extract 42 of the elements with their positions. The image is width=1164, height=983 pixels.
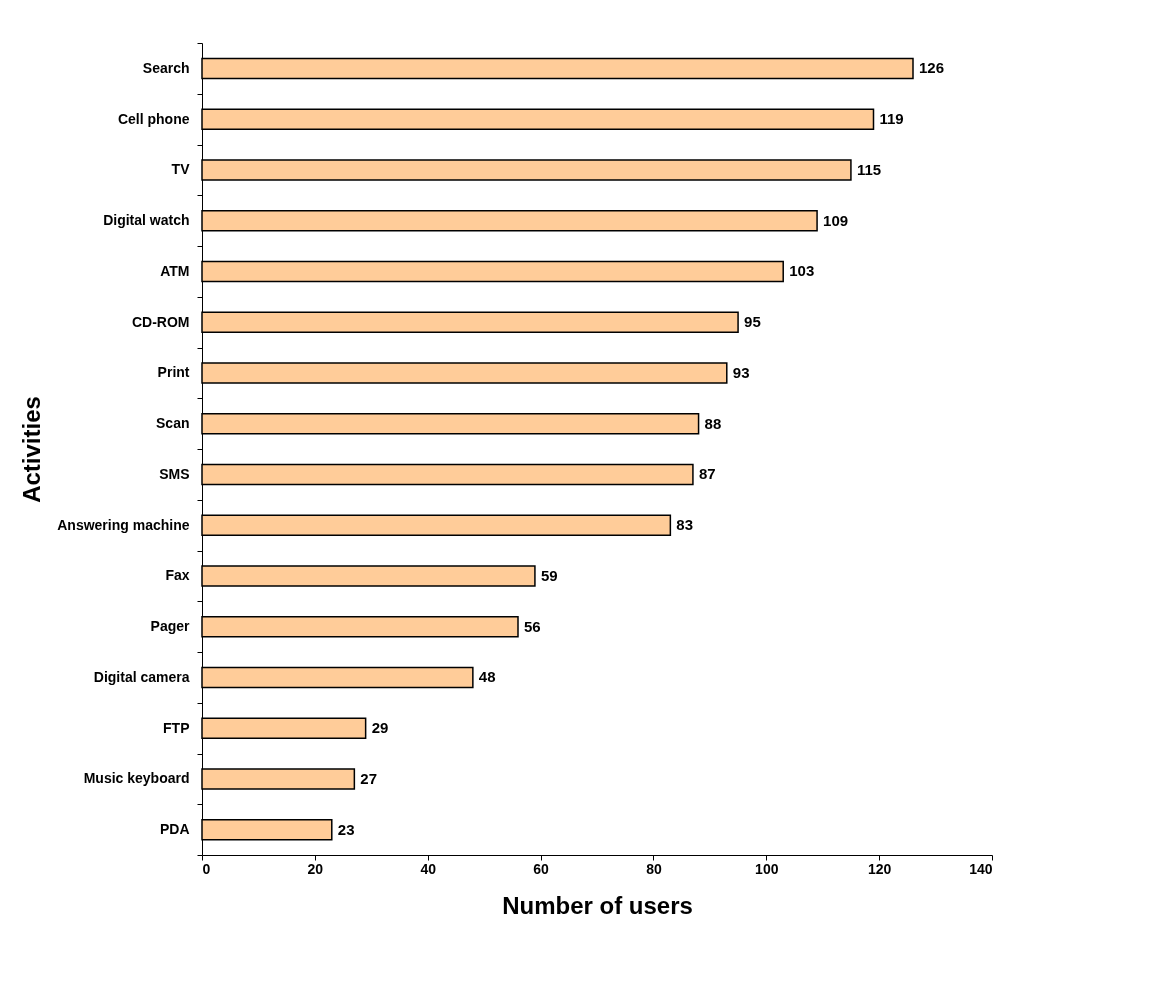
y-tick-label: Music keyboard	[83, 770, 190, 787]
data-label: 23	[337, 820, 355, 838]
data-label: 48	[478, 668, 496, 686]
data-label: 95	[744, 313, 761, 331]
x-tick-label: 140	[969, 860, 993, 877]
x-tick-label: 0	[202, 860, 211, 877]
y-tick-label: Digital camera	[93, 668, 190, 685]
y-tick-label: Fax	[165, 567, 190, 584]
data-label: 27	[360, 769, 378, 787]
data-label: 93	[732, 363, 750, 381]
x-tick-label: 100	[755, 860, 779, 877]
y-tick-label: CD-ROM	[131, 313, 190, 330]
x-tick-label: 20	[307, 860, 324, 877]
data-label: 119	[879, 110, 904, 128]
data-label: 103	[789, 262, 815, 280]
data-label: 59	[540, 566, 558, 584]
x-tick-label: 40	[420, 860, 437, 877]
data-label: 87	[698, 465, 716, 483]
y-tick-label: Digital watch	[103, 212, 190, 229]
y-tick-label: FTP	[163, 719, 190, 736]
data-label: 56	[524, 617, 541, 635]
y-tick-label: Pager	[150, 618, 191, 635]
data-label: 88	[704, 414, 722, 432]
x-tick-label: 80	[646, 860, 662, 877]
y-tick-label: Cell phone	[117, 110, 190, 127]
y-tick-label: Scan	[156, 415, 190, 432]
y-tick-label: TV	[171, 161, 191, 178]
y-tick-label: PDA	[159, 821, 190, 838]
y-tick-label: Print	[157, 364, 190, 381]
x-axis-title: Number of users	[502, 891, 693, 919]
y-tick-label: ATM	[160, 262, 190, 279]
y-axis-title: Activities	[18, 396, 46, 503]
data-label: 109	[823, 211, 849, 229]
data-label: 83	[676, 516, 694, 534]
data-label: 29	[371, 719, 389, 737]
x-tick-label: 120	[867, 860, 892, 877]
data-label: 126	[919, 59, 945, 77]
y-tick-label: Search	[142, 59, 190, 76]
x-tick-label: 60	[533, 860, 550, 877]
y-tick-label: Answering machine	[57, 516, 190, 533]
y-tick-label: SMS	[159, 465, 190, 482]
data-label: 115	[856, 160, 882, 178]
